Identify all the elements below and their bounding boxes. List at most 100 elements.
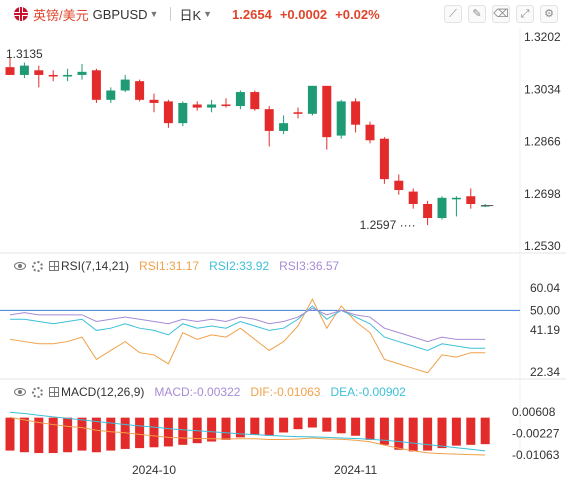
candle-body xyxy=(19,65,29,75)
gear-icon[interactable] xyxy=(32,386,43,398)
macd-histogram-bar xyxy=(451,417,461,446)
rsi-series-line xyxy=(9,307,486,343)
symbol-code[interactable]: GBPUSD xyxy=(92,6,148,22)
candle-body xyxy=(106,90,116,100)
candle-body xyxy=(466,196,476,205)
macd-histogram-bar xyxy=(423,417,433,451)
macd-histogram-bar xyxy=(365,417,375,440)
chevron-down-icon[interactable]: ▼ xyxy=(149,9,159,19)
candle-body xyxy=(149,99,159,103)
rsi-name[interactable]: RSI(7,14,21) xyxy=(61,259,130,273)
macd-histogram-bar xyxy=(293,417,303,430)
x-tick-label: 2024-11 xyxy=(334,463,377,477)
macd-series-line xyxy=(9,416,486,456)
macd-histogram-bar xyxy=(207,417,217,442)
candle-body xyxy=(48,74,58,77)
macd-histogram-bar xyxy=(379,417,389,445)
rsi-tick-label: 60.04 xyxy=(530,281,560,295)
macd-histogram-bar xyxy=(394,417,404,450)
price-change-percent: +0.02% xyxy=(335,6,380,22)
macd-histogram-bar xyxy=(163,417,173,447)
macd-histogram-bar xyxy=(221,417,231,440)
candle-body xyxy=(408,191,418,205)
macd-histogram-bar xyxy=(19,417,29,453)
pencil-icon[interactable]: ✎ xyxy=(468,5,486,23)
macd-histogram-bar xyxy=(149,417,159,448)
macd-histogram-bar xyxy=(77,417,87,451)
candle-body xyxy=(77,71,87,75)
macd-histogram-bar xyxy=(235,417,245,438)
candle-body xyxy=(336,101,346,136)
macd-histogram-bar xyxy=(250,417,260,435)
candle-body xyxy=(379,138,389,180)
last-price: 1.2654 xyxy=(232,6,272,22)
gear-icon[interactable] xyxy=(32,260,43,272)
x-tick-label: 2024-10 xyxy=(132,463,176,477)
price-tick-label: 1.2530 xyxy=(524,239,561,253)
candle-body xyxy=(221,104,231,107)
erase-icon[interactable]: ⌫ xyxy=(492,5,510,23)
uk-flag-icon xyxy=(14,7,28,21)
eye-icon[interactable] xyxy=(14,262,26,270)
rsi-series-line xyxy=(9,298,486,374)
period-chevron-down-icon[interactable]: ▼ xyxy=(203,9,213,19)
price-tick-label: 1.3034 xyxy=(524,82,561,96)
candle-body xyxy=(437,197,447,219)
macd-tick-label: -0.01063 xyxy=(512,448,560,462)
candle-body xyxy=(63,74,73,77)
candle-body xyxy=(192,104,202,108)
candle-body xyxy=(322,85,332,138)
macd-series-line xyxy=(9,411,486,452)
rsi-tick-label: 41.19 xyxy=(530,323,560,337)
macd-histogram-bar xyxy=(322,417,332,432)
macd-histogram-bar xyxy=(307,417,317,428)
candle-body xyxy=(34,70,44,75)
candle-body xyxy=(120,79,130,91)
high-annotation: 1.3135 xyxy=(6,47,43,61)
divider xyxy=(170,7,172,21)
draw-line-icon[interactable]: ⟋ xyxy=(444,5,462,23)
macd-histogram-bar xyxy=(351,417,361,436)
price-change: +0.0002 xyxy=(279,6,328,22)
macd-histogram-bar xyxy=(178,417,188,445)
macd-histogram-bar xyxy=(5,417,15,451)
macd-histogram-bar xyxy=(466,417,476,445)
rsi1-value: RSI1:31.17 xyxy=(139,259,200,273)
symbol-name[interactable]: 英镑/美元 xyxy=(33,7,89,23)
macd-tick-label: 0.00608 xyxy=(512,405,556,419)
grid-icon[interactable] xyxy=(49,261,59,271)
period-selector[interactable]: 日K xyxy=(179,7,202,23)
rsi3-value: RSI3:36.57 xyxy=(279,259,340,273)
toolbar: ⟋ ✎ ⌫ ⤢ ⚙ xyxy=(444,5,558,23)
rsi-tick-label: 22.34 xyxy=(530,365,560,379)
macd-histogram-bar xyxy=(264,417,274,436)
rsi2-value: RSI2:33.92 xyxy=(209,259,270,273)
macd-histogram-bar xyxy=(106,417,116,451)
macd-histogram-bar xyxy=(279,417,289,433)
grid-icon[interactable] xyxy=(49,387,59,397)
price-tick-label: 1.2866 xyxy=(524,135,561,149)
candle-body xyxy=(135,81,145,100)
candle-body xyxy=(351,101,361,125)
settings-icon[interactable]: ⚙ xyxy=(540,5,558,23)
candle-body xyxy=(207,104,217,108)
macd-histogram-bar xyxy=(63,417,73,453)
candle-body xyxy=(423,204,433,219)
eye-icon[interactable] xyxy=(14,388,26,396)
candle-body xyxy=(178,102,188,124)
macd-name[interactable]: MACD(12,26,9) xyxy=(61,385,145,399)
macd-histogram-bar xyxy=(480,417,490,445)
candle-body xyxy=(5,67,15,75)
candle-body xyxy=(293,112,303,114)
macd-tick-label: -0.00227 xyxy=(512,426,560,440)
expand-icon[interactable]: ⤢ xyxy=(516,5,534,23)
chart-header: 英镑/美元 GBPUSD ▼ 日K ▼ 1.2654 +0.0002 +0.02… xyxy=(0,0,566,28)
macd-histogram-bar xyxy=(91,417,101,453)
low-annotation: 1.2597 ···· xyxy=(360,218,416,232)
dea-value: DEA:-0.00902 xyxy=(330,385,406,399)
macd-histogram-bar xyxy=(135,417,145,449)
candle-body xyxy=(264,109,274,131)
candle-body xyxy=(394,180,404,191)
macd-histogram-bar xyxy=(34,417,44,454)
